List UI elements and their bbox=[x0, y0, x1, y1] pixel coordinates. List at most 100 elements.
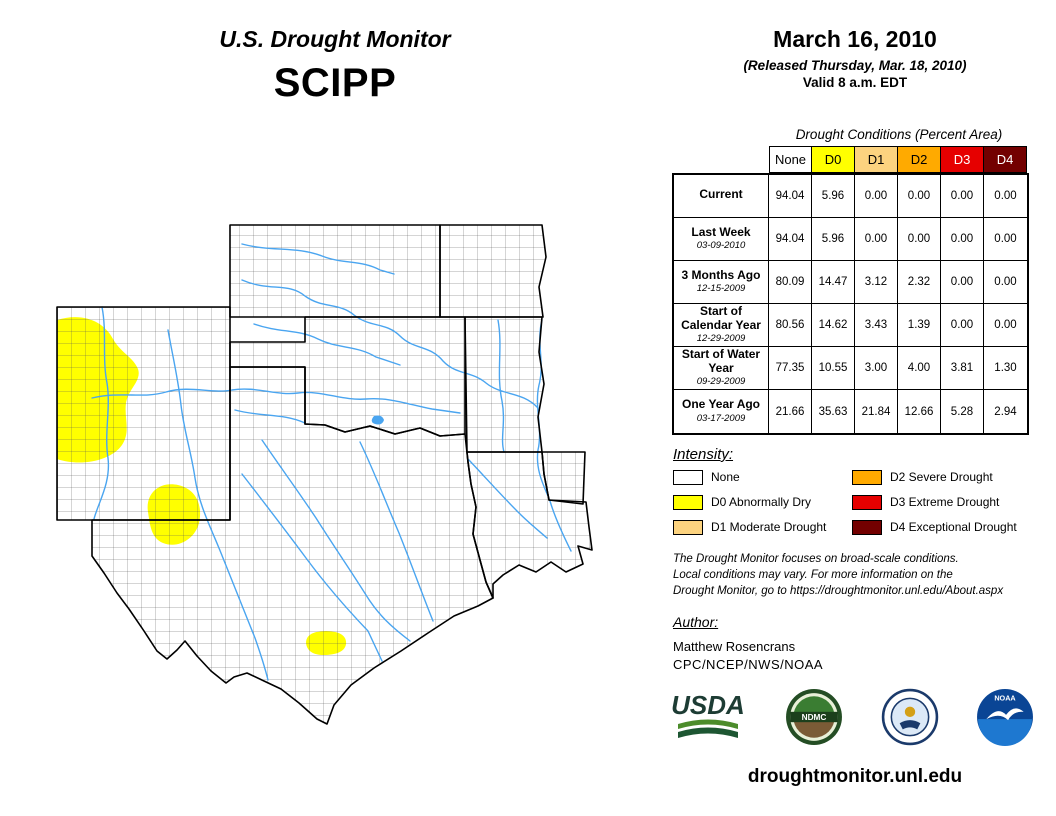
legend-column-right: D2 Severe Drought D3 Extreme Drought D4 … bbox=[852, 469, 1017, 544]
river-brazos bbox=[261, 439, 411, 642]
river-ouachita bbox=[497, 319, 505, 453]
value-cell: 0.00 bbox=[855, 218, 898, 261]
table-row-one-year-ago: One Year Ago 03-17-2009 21.66 35.63 21.8… bbox=[674, 390, 1027, 433]
value-cell: 1.39 bbox=[898, 304, 941, 347]
author-name: Matthew Rosencrans bbox=[673, 639, 796, 654]
legend-swatch-d3 bbox=[852, 494, 882, 510]
legend-swatch-d2 bbox=[852, 469, 882, 485]
row-date: 12-29-2009 bbox=[696, 333, 746, 345]
disclaimer-line: The Drought Monitor focuses on broad-sca… bbox=[673, 553, 959, 565]
legend-item-d4: D4 Exceptional Drought bbox=[852, 519, 1017, 535]
legend-swatch-d0 bbox=[673, 494, 703, 510]
column-header-d4: D4 bbox=[984, 146, 1027, 173]
disclaimer-line: Local conditions may vary. For more info… bbox=[673, 569, 953, 582]
value-cell: 12.66 bbox=[898, 390, 941, 433]
table-row-current: Current 94.04 5.96 0.00 0.00 0.00 0.00 bbox=[674, 175, 1027, 218]
river-colorado-tx bbox=[241, 473, 383, 662]
value-cell: 2.32 bbox=[898, 261, 941, 304]
value-cell: 0.00 bbox=[984, 261, 1027, 304]
author-organization: CPC/NCEP/NWS/NOAA bbox=[673, 657, 824, 672]
value-cell: 10.55 bbox=[812, 347, 855, 390]
disclaimer-line: Drought Monitor, go to https://droughtmo… bbox=[673, 585, 1004, 598]
value-cell: 14.62 bbox=[812, 304, 855, 347]
usda-logo: USDA bbox=[671, 690, 745, 738]
row-label: Last Week 03-09-2010 bbox=[674, 218, 769, 261]
legend-item-d2: D2 Severe Drought bbox=[852, 469, 1017, 485]
page-title: U.S. Drought Monitor bbox=[219, 26, 451, 52]
region-title: SCIPP bbox=[273, 61, 397, 105]
value-cell: 0.00 bbox=[855, 175, 898, 218]
county-grid-layer bbox=[57, 225, 592, 724]
row-date: 03-09-2010 bbox=[696, 240, 746, 252]
value-cell: 3.81 bbox=[941, 347, 984, 390]
map-date: March 16, 2010 bbox=[773, 26, 937, 52]
river-pecos bbox=[167, 329, 269, 681]
legend-swatch-d1 bbox=[673, 519, 703, 535]
row-label: Start of Calendar Year 12-29-2009 bbox=[674, 304, 769, 347]
ndmc-trees bbox=[793, 696, 836, 717]
value-cell: 3.43 bbox=[855, 304, 898, 347]
usda-swoosh-light bbox=[678, 719, 738, 729]
column-header-d2: D2 bbox=[898, 146, 941, 173]
value-cell: 0.00 bbox=[898, 218, 941, 261]
value-cell: 0.00 bbox=[941, 304, 984, 347]
usda-swoosh-dark bbox=[678, 727, 738, 738]
value-cell: 0.00 bbox=[984, 175, 1027, 218]
legend-item-none: None bbox=[673, 469, 826, 485]
table-row-start-water-year: Start of Water Year 09-29-2009 77.35 10.… bbox=[674, 347, 1027, 390]
value-cell: 3.12 bbox=[855, 261, 898, 304]
map-titles: U.S. Drought Monitor SCIPP bbox=[150, 26, 520, 106]
value-cell: 35.63 bbox=[812, 390, 855, 433]
commerce-torch bbox=[904, 706, 915, 717]
table-row-3-months-ago: 3 Months Ago 12-15-2009 80.09 14.47 3.12… bbox=[674, 261, 1027, 304]
conditions-table: Current 94.04 5.96 0.00 0.00 0.00 0.00 L… bbox=[672, 173, 1029, 435]
value-cell: 4.00 bbox=[898, 347, 941, 390]
value-cell: 21.84 bbox=[855, 390, 898, 433]
column-header-d0: D0 bbox=[812, 146, 855, 173]
release-date: (Released Thursday, Mar. 18, 2010) bbox=[743, 58, 967, 73]
value-cell: 14.47 bbox=[812, 261, 855, 304]
value-cell: 0.00 bbox=[941, 218, 984, 261]
value-cell: 0.00 bbox=[941, 261, 984, 304]
river-kansas bbox=[241, 243, 395, 275]
ndmc-logo: NDMC bbox=[786, 689, 843, 745]
column-header-d1: D1 bbox=[855, 146, 898, 173]
lakes bbox=[371, 415, 384, 425]
value-cell: 94.04 bbox=[769, 218, 812, 261]
row-label: 3 Months Ago 12-15-2009 bbox=[674, 261, 769, 304]
value-cell: 0.00 bbox=[984, 218, 1027, 261]
value-cell: 1.30 bbox=[984, 347, 1027, 390]
value-cell: 0.00 bbox=[984, 304, 1027, 347]
value-cell: 80.09 bbox=[769, 261, 812, 304]
legend-title: Intensity: bbox=[673, 446, 734, 463]
agency-logos: USDA NDMC NOAA bbox=[668, 688, 1034, 746]
river-arkansas bbox=[241, 279, 539, 409]
disclaimer-text: The Drought Monitor focuses on broad-sca… bbox=[673, 551, 1053, 599]
legend-column-left: None D0 Abnormally Dry D1 Moderate Droug… bbox=[673, 469, 826, 544]
legend-swatch-d4 bbox=[852, 519, 882, 535]
valid-time: Valid 8 a.m. EDT bbox=[802, 75, 908, 90]
legend-item-d1: D1 Moderate Drought bbox=[673, 519, 826, 535]
value-cell: 5.96 bbox=[812, 218, 855, 261]
noaa-logo: NOAA bbox=[977, 689, 1033, 746]
river-red-headwaters bbox=[234, 409, 306, 424]
value-cell: 94.04 bbox=[769, 175, 812, 218]
river-cimarron bbox=[253, 323, 401, 366]
svg-text:USDA: USDA bbox=[671, 690, 745, 720]
ndmc-soil bbox=[793, 717, 836, 738]
column-header-d3: D3 bbox=[941, 146, 984, 173]
row-label: Current bbox=[674, 175, 769, 218]
row-date: 03-17-2009 bbox=[696, 412, 746, 424]
value-cell: 80.56 bbox=[769, 304, 812, 347]
lake-central-oklahoma bbox=[371, 415, 384, 425]
value-cell: 0.00 bbox=[898, 175, 941, 218]
river-canadian bbox=[91, 388, 461, 414]
svg-text:NDMC: NDMC bbox=[802, 713, 827, 722]
river-trinity bbox=[359, 441, 434, 622]
ndmc-banner bbox=[790, 711, 839, 723]
row-date: 09-29-2009 bbox=[696, 376, 746, 388]
column-header-none: None bbox=[769, 146, 812, 173]
commerce-seal-logo bbox=[881, 688, 938, 746]
author-heading: Author: bbox=[673, 614, 719, 630]
